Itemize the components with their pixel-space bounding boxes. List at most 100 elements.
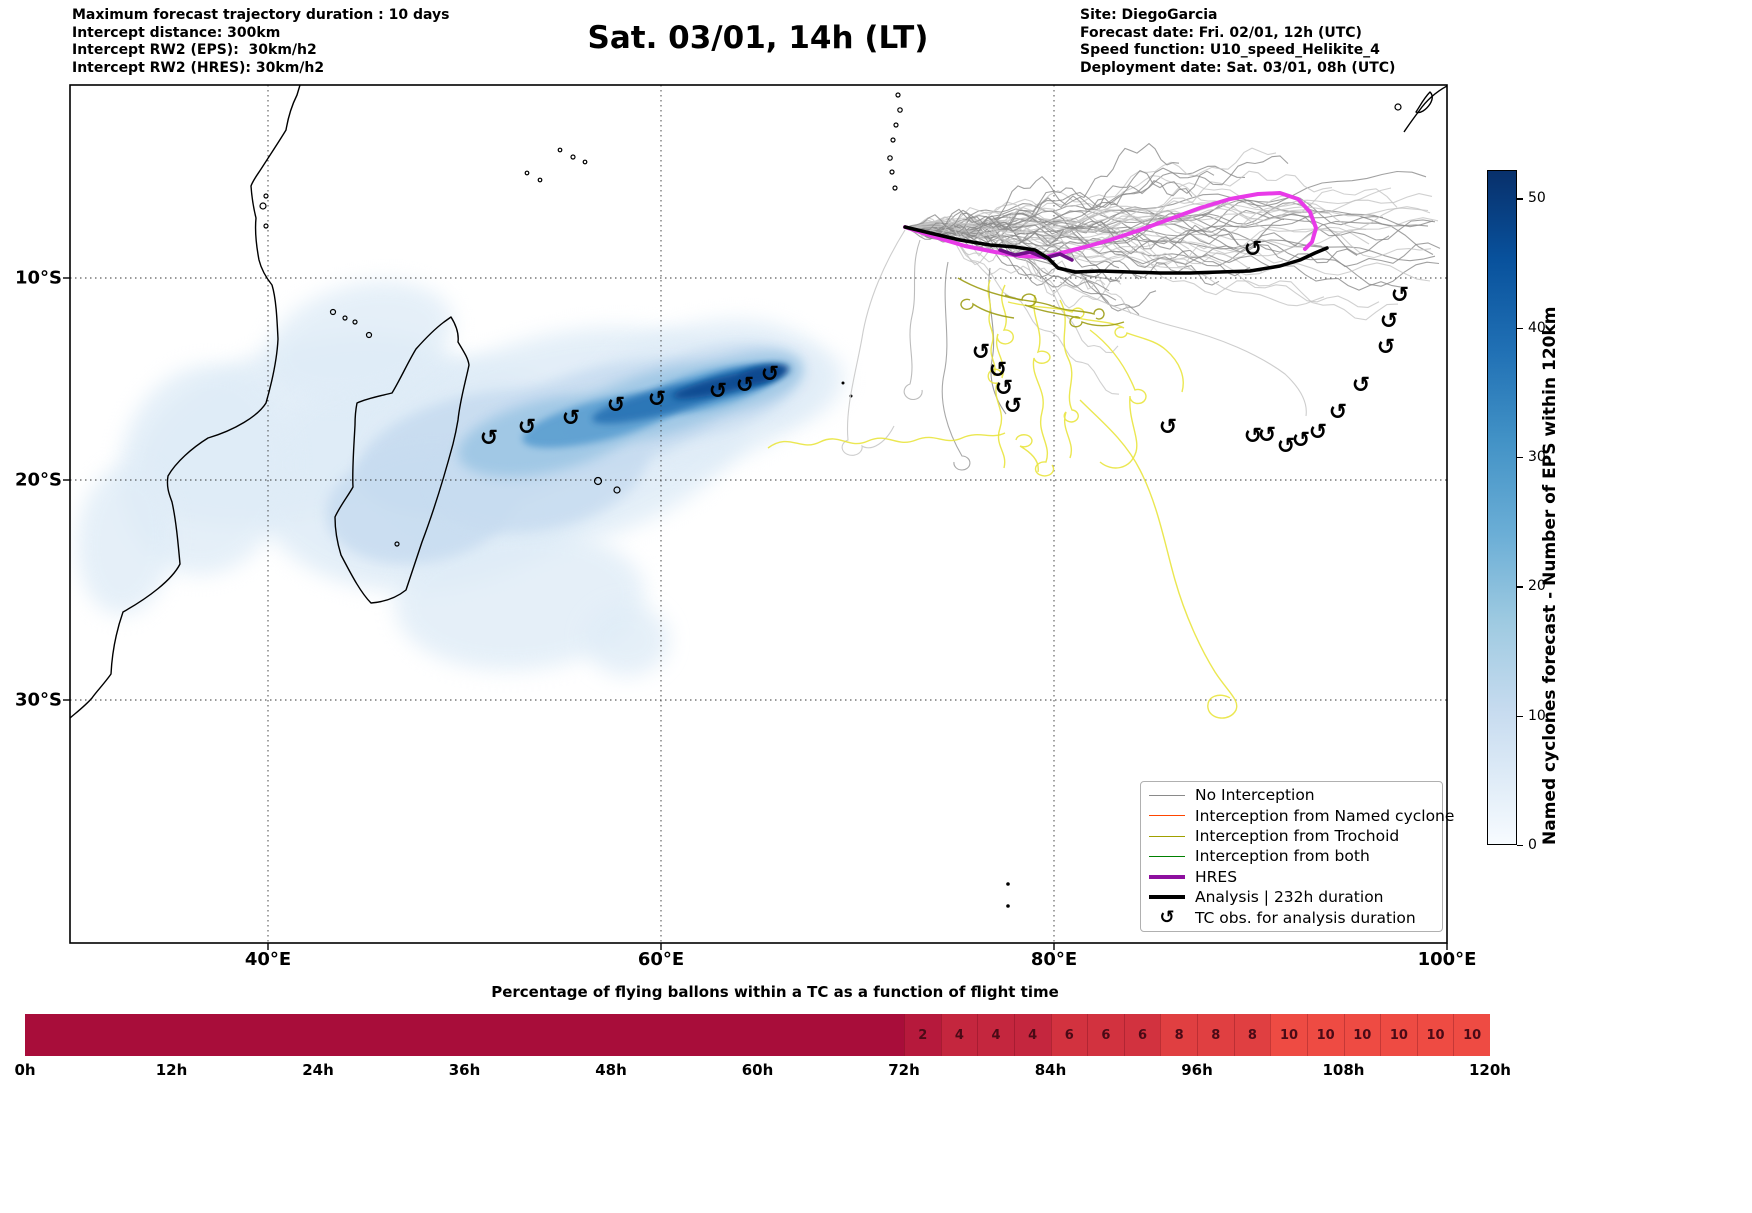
tc-symbol: ↺ [1292, 428, 1310, 453]
island [613, 486, 621, 494]
island [1394, 103, 1402, 111]
hres-dark-segment [998, 248, 1074, 262]
legend-label: TC obs. for analysis duration [1195, 908, 1416, 927]
island [892, 185, 898, 191]
analysis-line [903, 225, 1329, 275]
ensemble-member [904, 219, 1263, 273]
y-axis-label: 20°S [14, 469, 62, 491]
tc-symbol: ↺ [1159, 415, 1177, 440]
tc-symbol: ↺ [562, 406, 580, 431]
bar-segment: 8 [1233, 1014, 1271, 1056]
flight-time-tick-label: 84h [1034, 1061, 1067, 1079]
ensemble-member [904, 213, 1429, 237]
tc-observation-symbols: ↺ ↺ ↺↺ ↺ ↺ ↺ ↺↺↺↺↺↺ ↺↺ ↺↺↺↺↺↺↺↺↺ [480, 237, 1409, 459]
tc-symbol-icon: ↺ [1159, 906, 1175, 928]
colorbar-tick-mark [1517, 457, 1523, 459]
ensemble-member [903, 239, 923, 400]
flight-time-tick-label: 96h [1181, 1061, 1213, 1079]
ensemble-member [904, 223, 1325, 307]
speed-function-text: Speed function: U10_speed_Helikite_4 [1080, 42, 1380, 58]
trochoid-trajectory [987, 284, 1014, 469]
map-dot [1006, 882, 1010, 886]
legend-label: Interception from both [1195, 847, 1370, 866]
ensemble-member [904, 187, 1392, 237]
legend-line [1149, 835, 1185, 837]
island [524, 170, 530, 176]
intercept-rw2-eps-text: Intercept RW2 (EPS): 30km/h2 [72, 42, 317, 58]
header-left-info: Maximum forecast trajectory duration : 1… [72, 7, 449, 77]
colorbar-tick-label: 20 [1528, 578, 1546, 595]
bar-segment: 4 [977, 1014, 1014, 1056]
island [890, 137, 896, 143]
legend-line-swatch [1149, 794, 1185, 796]
trochoid-trajectory-dark [960, 298, 1015, 319]
legend-label: HRES [1195, 867, 1238, 886]
ensemble-member [904, 180, 1193, 233]
y-axis-label: 10°S [14, 267, 62, 289]
legend-item-interception-both: Interception from both [1149, 847, 1434, 865]
flight-time-tick-label: 0h [14, 1061, 36, 1079]
legend-line [1149, 794, 1185, 796]
interception-trajectories [767, 277, 1238, 719]
bar-segment: 6 [1123, 1014, 1161, 1056]
bar-segment: 6 [1050, 1014, 1088, 1056]
island [263, 223, 269, 229]
legend-item-analysis: Analysis | 232h duration [1149, 888, 1434, 906]
tc-symbol: ↺ [1377, 335, 1395, 360]
legend-line [1149, 895, 1185, 900]
deployment-date-text: Deployment date: Sat. 03/01, 08h (UTC) [1080, 59, 1396, 76]
trochoid-trajectory [767, 432, 1006, 449]
island [537, 177, 543, 183]
coastline [334, 316, 470, 604]
colorbar-tick-mark [1517, 845, 1523, 847]
flight-time-bar: 2 4 4 4 6 6 6 8 8 8 10 10 10 10 10 10 [25, 1014, 1490, 1056]
bar-segment: 10 [1306, 1014, 1344, 1056]
island [893, 122, 899, 128]
flight-time-tick-label: 36h [448, 1061, 481, 1079]
bar-segment: 10 [1380, 1014, 1417, 1056]
coastline [1403, 85, 1447, 133]
eps-density-cloud [76, 281, 845, 676]
flight-time-tick-label: 60h [741, 1061, 774, 1079]
colorbar-tick-mark [1517, 327, 1523, 330]
hres-line [903, 191, 1318, 259]
tc-symbol: ↺ [1244, 237, 1262, 262]
legend-label: Interception from Named cyclone [1195, 806, 1455, 825]
ensemble-member [904, 216, 1239, 250]
tc-symbol: ↺ [607, 393, 625, 418]
tc-symbol: ↺ [989, 358, 1007, 383]
header-right-info: Site: DiegoGarcia Forecast date: Fri. 02… [1080, 7, 1395, 77]
tc-symbol: ↺ [761, 362, 779, 387]
colorbar-tick-mark [1517, 198, 1523, 200]
colorbar-tick-label: 30 [1528, 449, 1546, 466]
tc-symbol: ↺ [709, 379, 727, 404]
ensemble-member [1059, 281, 1307, 417]
island [394, 541, 400, 547]
legend-line-swatch [1149, 835, 1185, 837]
ensemble-member [904, 155, 1289, 230]
x-axis-label: 60°E [637, 949, 685, 970]
ensemble-member [904, 215, 1432, 259]
bar-segment: 10 [1270, 1014, 1307, 1056]
density-blob [395, 529, 645, 671]
legend-item-interception-named-cyclone: Interception from Named cyclone [1149, 806, 1454, 825]
tc-symbol: ↺ [1329, 400, 1347, 425]
bar-segment: 2 [904, 1014, 941, 1056]
ensemble-member [904, 203, 1429, 234]
ensemble-member [904, 170, 1333, 231]
island [582, 159, 588, 165]
tc-symbol: ↺ [736, 373, 754, 398]
ensemble-member [904, 220, 1431, 282]
island [593, 476, 603, 486]
coastline [70, 85, 301, 719]
bar-segment: 4 [1013, 1014, 1051, 1056]
trochoid-trajectory [1032, 294, 1055, 477]
colorbar-tick-label: 10 [1528, 707, 1546, 724]
ensemble-member [904, 227, 1110, 292]
island [887, 155, 893, 161]
site-text: Site: DiegoGarcia [1080, 7, 1218, 23]
max-duration-text: Maximum forecast trajectory duration : 1… [72, 7, 450, 23]
trochoid-trajectory [1089, 329, 1147, 469]
